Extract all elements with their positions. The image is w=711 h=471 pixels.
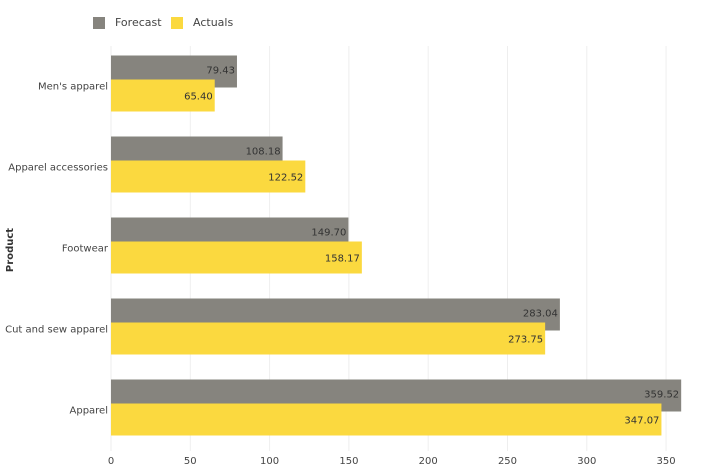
legend-swatch bbox=[171, 17, 183, 29]
bar bbox=[111, 241, 362, 274]
bar bbox=[111, 322, 546, 355]
x-tick-label: 100 bbox=[260, 456, 279, 467]
x-tick-label: 300 bbox=[577, 456, 596, 467]
y-tick-label: Men's apparel bbox=[38, 82, 108, 93]
data-label: 79.43 bbox=[206, 66, 235, 77]
data-label: 158.17 bbox=[325, 254, 360, 265]
bar bbox=[111, 403, 662, 436]
data-label: 65.40 bbox=[184, 92, 213, 103]
y-tick-label: Cut and sew apparel bbox=[5, 325, 108, 336]
x-tick-label: 0 bbox=[108, 456, 114, 467]
x-tick-label: 200 bbox=[419, 456, 438, 467]
x-tick-label: 150 bbox=[339, 456, 358, 467]
legend-label: Forecast bbox=[115, 16, 162, 29]
bar bbox=[111, 160, 306, 193]
data-label: 149.70 bbox=[311, 228, 346, 239]
y-tick-label: Footwear bbox=[62, 244, 109, 255]
y-tick-label: Apparel accessories bbox=[8, 163, 108, 174]
y-tick-label: Apparel bbox=[70, 406, 109, 417]
bar bbox=[111, 79, 215, 112]
data-label: 347.07 bbox=[624, 416, 659, 427]
y-axis-title: Product bbox=[5, 228, 16, 272]
legend-label: Actuals bbox=[193, 16, 233, 29]
data-label: 359.52 bbox=[644, 390, 679, 401]
data-label: 108.18 bbox=[246, 147, 281, 158]
x-tick-label: 250 bbox=[498, 456, 517, 467]
data-label: 273.75 bbox=[508, 335, 543, 346]
x-tick-label: 50 bbox=[184, 456, 197, 467]
legend-swatch bbox=[93, 17, 105, 29]
data-label: 122.52 bbox=[268, 173, 303, 184]
data-label: 283.04 bbox=[523, 309, 558, 320]
x-tick-label: 350 bbox=[657, 456, 676, 467]
